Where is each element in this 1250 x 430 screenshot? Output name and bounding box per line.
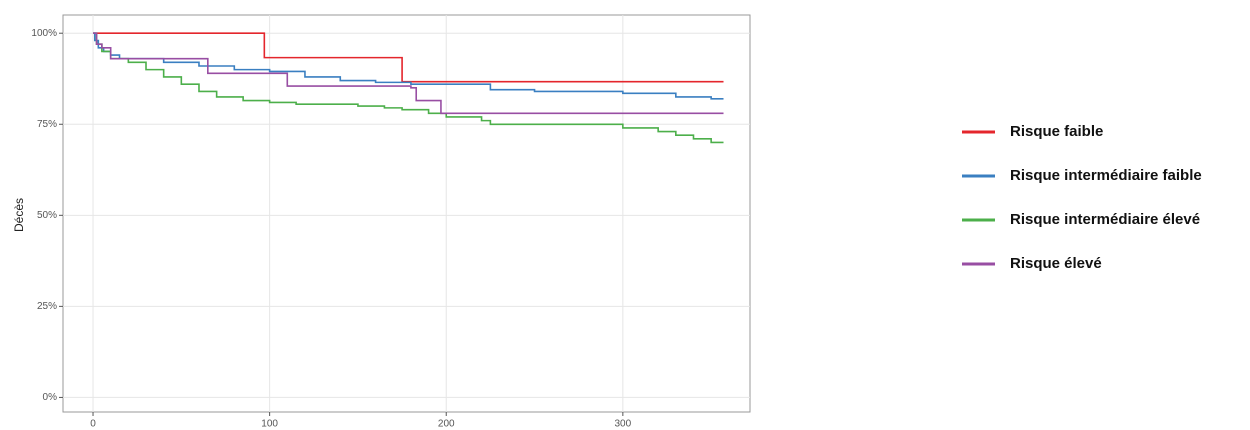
legend-label: Risque élevé [1010,255,1102,272]
x-tick-label: 300 [614,419,631,430]
survival-line [93,32,724,115]
legend-label: Risque intermédiaire faible [1010,167,1202,184]
legend-label: Risque faible [1010,123,1103,140]
y-tick-label: 25% [37,301,57,312]
y-tick-label: 50% [37,210,57,221]
x-tick-label: 200 [438,419,455,430]
survival-line [93,32,724,144]
survival-line [93,32,724,83]
y-tick-label: 100% [31,28,57,39]
y-tick-label: 0% [43,392,58,403]
x-tick-label: 0 [90,419,96,430]
y-axis-label: Décès [12,198,26,232]
legend-label: Risque intermédiaire élevé [1010,211,1200,228]
x-tick-label: 100 [261,419,278,430]
y-tick-label: 75% [37,119,57,130]
plot-panel [62,14,751,413]
